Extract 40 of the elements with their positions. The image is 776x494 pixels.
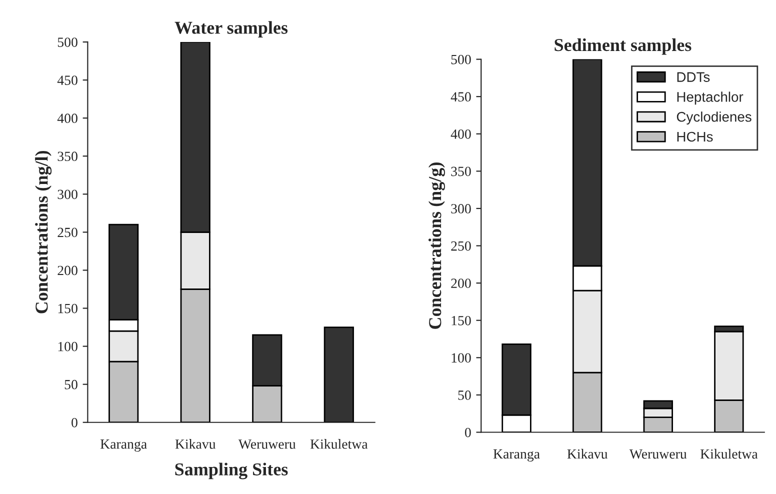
- y-tick-label: 450: [57, 76, 78, 85]
- y-tick-label: 50: [458, 390, 471, 400]
- x-axis-title: Sampling Sites: [175, 462, 288, 480]
- bar: [324, 326, 354, 422]
- y-tick-label: 0: [464, 428, 471, 438]
- y-tick-label: 300: [58, 190, 78, 200]
- chart-title: Water samples: [174, 21, 288, 38]
- y-tick-label: 200: [58, 266, 78, 276]
- legend-label: DDTs: [677, 72, 710, 82]
- y-tick-label: 350: [451, 166, 471, 176]
- y-tick-label: 450: [450, 92, 471, 102]
- y-tick-label: 200: [451, 278, 471, 288]
- y-tick-label: 300: [451, 204, 471, 214]
- x-tick-label: Weruweru: [238, 440, 296, 449]
- y-tick-label: 0: [72, 418, 78, 428]
- x-tick-label: Karanga: [100, 440, 147, 452]
- y-tick-label: 350: [58, 152, 78, 162]
- y-tick-label: 50: [64, 380, 78, 390]
- x-tick-label: Kikavu: [567, 448, 608, 459]
- y-tick-label: 500: [451, 54, 471, 64]
- chart-title: Sediment samples: [554, 38, 692, 55]
- y-tick-label: 250: [58, 228, 78, 238]
- x-tick-label: Karanga: [493, 449, 540, 462]
- y-tick-label: 150: [58, 304, 78, 314]
- y-tick-label: 150: [452, 316, 471, 326]
- y-axis-title: Concentrations (ng/g): [428, 162, 446, 329]
- y-tick-label: 500: [58, 38, 78, 47]
- legend-label: Heptachlor: [677, 92, 744, 105]
- y-tick-label: 400: [450, 129, 471, 139]
- x-tick-label: Kikavu: [175, 439, 216, 449]
- x-tick-label: Weruweru: [629, 449, 687, 459]
- y-tick-label: 250: [451, 241, 471, 251]
- legend-label: Cyclodienes: [676, 112, 752, 125]
- legend-label: HCHs: [677, 132, 713, 142]
- y-axis-title: Concentrations (ng/l): [35, 150, 52, 314]
- y-tick-label: 400: [57, 114, 78, 124]
- x-tick-label: Kikuletwa: [310, 439, 368, 449]
- y-tick-label: 100: [58, 342, 78, 352]
- y-tick-label: 100: [452, 353, 471, 363]
- x-tick-label: Kikuletwa: [700, 448, 758, 459]
